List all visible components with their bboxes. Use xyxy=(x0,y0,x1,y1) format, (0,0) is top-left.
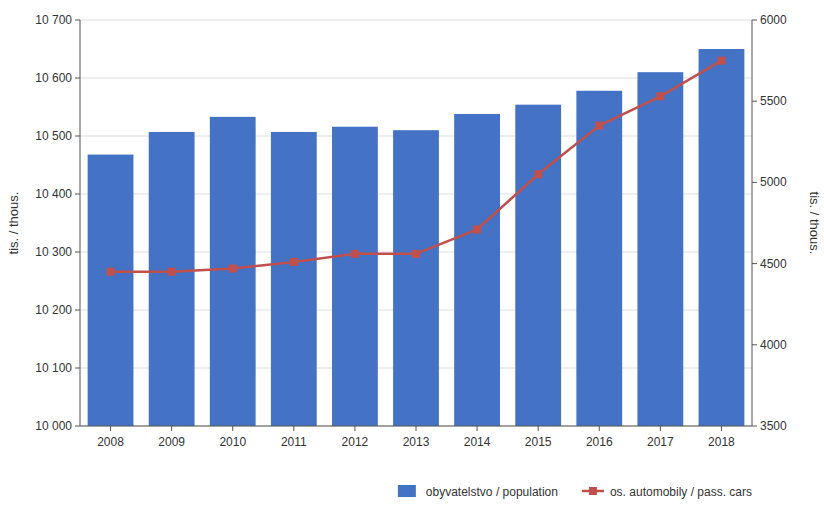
y2-tick xyxy=(752,426,757,427)
y-tick-label: 10 300 xyxy=(35,245,72,259)
legend-marker xyxy=(589,487,597,495)
bar xyxy=(88,155,134,426)
x-tick-label: 2010 xyxy=(219,435,246,449)
y2-tick-label: 6000 xyxy=(760,13,787,27)
y2-tick-label: 4500 xyxy=(760,257,787,271)
x-tick xyxy=(477,426,478,431)
marker xyxy=(534,170,542,178)
marker xyxy=(595,122,603,130)
x-tick-label: 2008 xyxy=(97,435,124,449)
bar xyxy=(393,130,439,426)
y-tick xyxy=(75,20,80,21)
x-tick-label: 2011 xyxy=(281,435,307,449)
y-tick-label: 10 100 xyxy=(35,361,72,375)
grid-line xyxy=(80,20,752,21)
x-tick-label: 2013 xyxy=(403,435,430,449)
x-tick-label: 2016 xyxy=(586,435,613,449)
marker xyxy=(290,258,298,266)
axes: 2008 2009 2010 2011 2012 2013 2014 2015 2016 2017… xyxy=(6,13,822,449)
bar xyxy=(515,105,561,426)
legend: obyvatelstvo / population os. automobily … xyxy=(398,485,752,499)
y2-axis-label: tis. / thous. xyxy=(807,192,822,255)
y-tick xyxy=(75,194,80,195)
x-tick-label: 2017 xyxy=(647,435,674,449)
y2-tick xyxy=(752,263,757,264)
legend-label: obyvatelstvo / population xyxy=(426,485,558,499)
x-tick xyxy=(538,426,539,431)
y-tick-label: 10 400 xyxy=(35,187,72,201)
bar xyxy=(576,91,622,426)
y2-tick xyxy=(752,20,757,21)
y-tick-label: 10 200 xyxy=(35,303,72,317)
grid xyxy=(80,20,752,426)
marker xyxy=(107,268,115,276)
y2-tick xyxy=(752,344,757,345)
marker xyxy=(656,92,664,100)
marker xyxy=(351,250,359,258)
chart: 2008 2009 2010 2011 2012 2013 2014 2015 2016 2017… xyxy=(0,0,824,514)
y2-axis-line xyxy=(752,20,753,426)
bar xyxy=(637,72,683,426)
y-tick-label: 10 500 xyxy=(35,129,72,143)
marker xyxy=(168,268,176,276)
x-tick-label: 2015 xyxy=(525,435,552,449)
y-tick xyxy=(75,310,80,311)
y2-tick-label: 5000 xyxy=(760,175,787,189)
x-tick xyxy=(293,426,294,431)
x-tick xyxy=(171,426,172,431)
x-tick-label: 2012 xyxy=(342,435,369,449)
bar xyxy=(271,132,317,426)
y-tick xyxy=(75,252,80,253)
y2-tick-label: 5500 xyxy=(760,94,787,108)
legend-item: obyvatelstvo / population xyxy=(398,485,558,499)
x-tick-label: 2014 xyxy=(464,435,491,449)
legend-label: os. automobily / pass. cars xyxy=(610,485,752,499)
bar xyxy=(332,127,378,426)
x-tick xyxy=(660,426,661,431)
y2-tick xyxy=(752,101,757,102)
x-tick xyxy=(721,426,722,431)
marks xyxy=(88,49,745,426)
y-tick xyxy=(75,78,80,79)
y2-tick-label: 3500 xyxy=(760,419,787,433)
y-tick xyxy=(75,368,80,369)
marker xyxy=(412,250,420,258)
x-tick-label: 2009 xyxy=(158,435,185,449)
legend-item: os. automobily / pass. cars xyxy=(582,485,752,499)
marker xyxy=(717,57,725,65)
y-axis-label: tis. / thous. xyxy=(6,192,21,255)
y-tick-label: 10 000 xyxy=(35,419,72,433)
bar xyxy=(699,49,745,426)
marker xyxy=(473,225,481,233)
marker xyxy=(229,264,237,272)
x-tick-label: 2018 xyxy=(708,435,735,449)
bar xyxy=(149,132,195,426)
legend-swatch xyxy=(398,485,416,497)
y-tick xyxy=(75,136,80,137)
y2-tick xyxy=(752,182,757,183)
y-tick-label: 10 600 xyxy=(35,71,72,85)
y-tick xyxy=(75,426,80,427)
bar xyxy=(210,117,256,426)
x-tick xyxy=(599,426,600,431)
x-tick xyxy=(416,426,417,431)
x-tick xyxy=(110,426,111,431)
y-axis-line xyxy=(80,20,81,426)
bar xyxy=(454,114,500,426)
x-tick xyxy=(232,426,233,431)
line xyxy=(111,61,722,272)
y2-tick-label: 4000 xyxy=(760,338,787,352)
x-tick xyxy=(354,426,355,431)
y-tick-label: 10 700 xyxy=(35,13,72,27)
